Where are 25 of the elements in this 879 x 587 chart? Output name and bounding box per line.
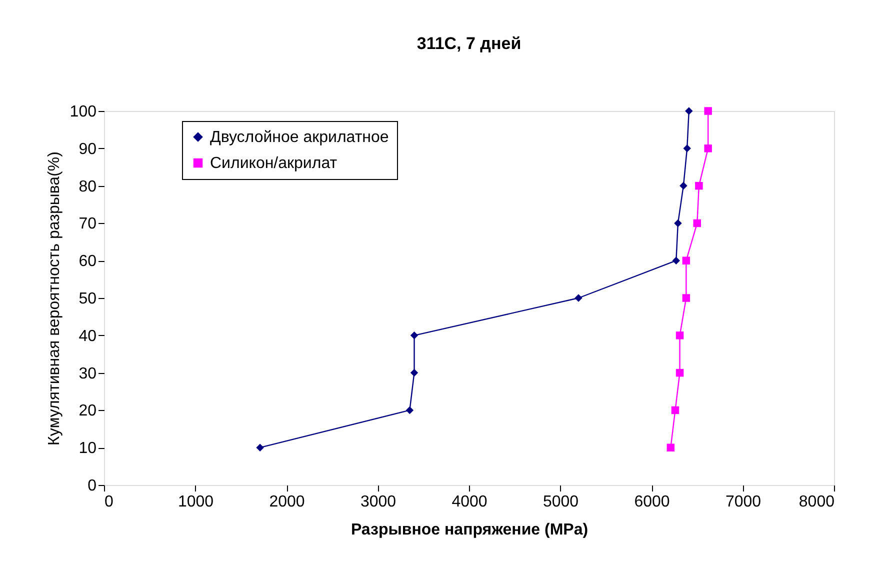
legend-label: Двуслойное акрилатное [210,129,389,146]
chart-title: 311C, 7 дней [416,34,522,53]
y-tick-label: 20 [78,402,97,420]
y-tick-label: 10 [78,440,97,458]
y-tick-label: 30 [78,365,97,382]
x-tick-label: 8000 [798,494,835,510]
y-tick-label: 0 [88,478,97,494]
x-tick-label: 3000 [360,494,396,510]
x-tick-label: 1000 [178,494,214,510]
y-tick-label: 50 [78,290,97,308]
y-axis-title: Кумулятивная вероятность разрыва(%) [46,152,63,446]
x-tick-label: 6000 [634,494,670,510]
x-tick-label: 0 [104,494,114,510]
y-tick-label: 70 [78,216,97,233]
y-tick-label: 80 [78,178,97,196]
y-tick-label: 60 [78,253,97,270]
y-tick-label: 100 [70,104,97,120]
x-tick-label: 7000 [725,494,762,510]
y-tick-label: 40 [78,328,97,345]
x-tick-label: 2000 [269,494,305,510]
x-tick-label: 5000 [542,494,579,510]
y-tick-label: 90 [78,140,97,158]
x-tick-label: 4000 [452,494,488,510]
x-axis-title: Разрывное напряжение (MPa) [350,522,588,538]
legend-label: Силикон/акрилат [210,155,338,172]
